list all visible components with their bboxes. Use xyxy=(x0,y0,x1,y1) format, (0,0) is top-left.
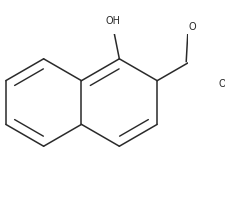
Text: O: O xyxy=(219,79,225,89)
Text: O: O xyxy=(189,22,197,32)
Text: OH: OH xyxy=(106,16,121,26)
